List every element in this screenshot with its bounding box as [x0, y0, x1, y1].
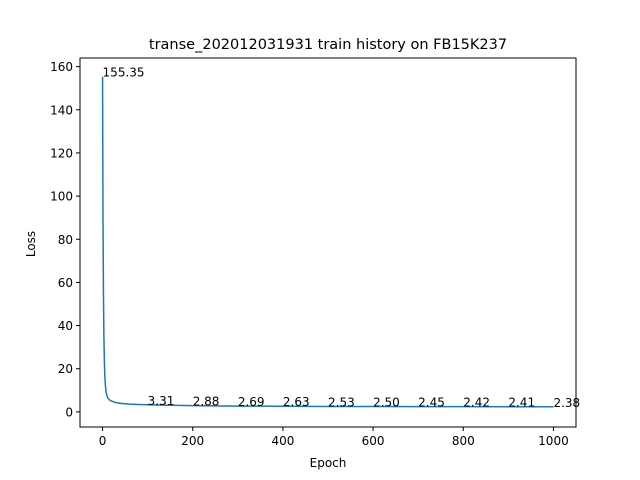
- x-tick-label: 1000: [538, 434, 569, 448]
- y-tick-label: 60: [58, 276, 73, 290]
- y-tick-label: 80: [58, 233, 73, 247]
- data-label: 2.63: [283, 395, 310, 409]
- data-label: 155.35: [103, 66, 145, 80]
- y-tick-label: 20: [58, 362, 73, 376]
- plot-area: [101, 76, 554, 408]
- x-axis-label: Epoch: [310, 456, 347, 470]
- x-tick-label: 600: [362, 434, 385, 448]
- y-tick-label: 100: [50, 190, 73, 204]
- chart-title: transe_202012031931 train history on FB1…: [149, 37, 507, 53]
- plot-frame: [79, 57, 577, 428]
- data-label: 2.42: [463, 396, 490, 410]
- x-tick-label: 0: [99, 434, 107, 448]
- data-label: 2.53: [328, 395, 355, 409]
- data-label: 2.69: [238, 395, 265, 409]
- y-tick-label: 160: [50, 60, 73, 74]
- y-tick-label: 0: [65, 405, 73, 419]
- y-tick-label: 140: [50, 103, 73, 117]
- y-axis-label: Loss: [24, 231, 38, 257]
- x-tick-label: 400: [271, 434, 294, 448]
- data-label: 2.45: [418, 396, 445, 410]
- data-label: 2.41: [508, 396, 535, 410]
- y-tick-label: 40: [58, 319, 73, 333]
- data-label: 3.31: [148, 394, 175, 408]
- data-label: 2.88: [193, 395, 220, 409]
- data-label: 2.50: [373, 396, 400, 410]
- x-tick-label: 800: [452, 434, 475, 448]
- y-tick-label: 120: [50, 146, 73, 160]
- x-tick-label: 200: [181, 434, 204, 448]
- data-label: 2.38: [553, 396, 580, 410]
- loss-series-line: [101, 76, 554, 408]
